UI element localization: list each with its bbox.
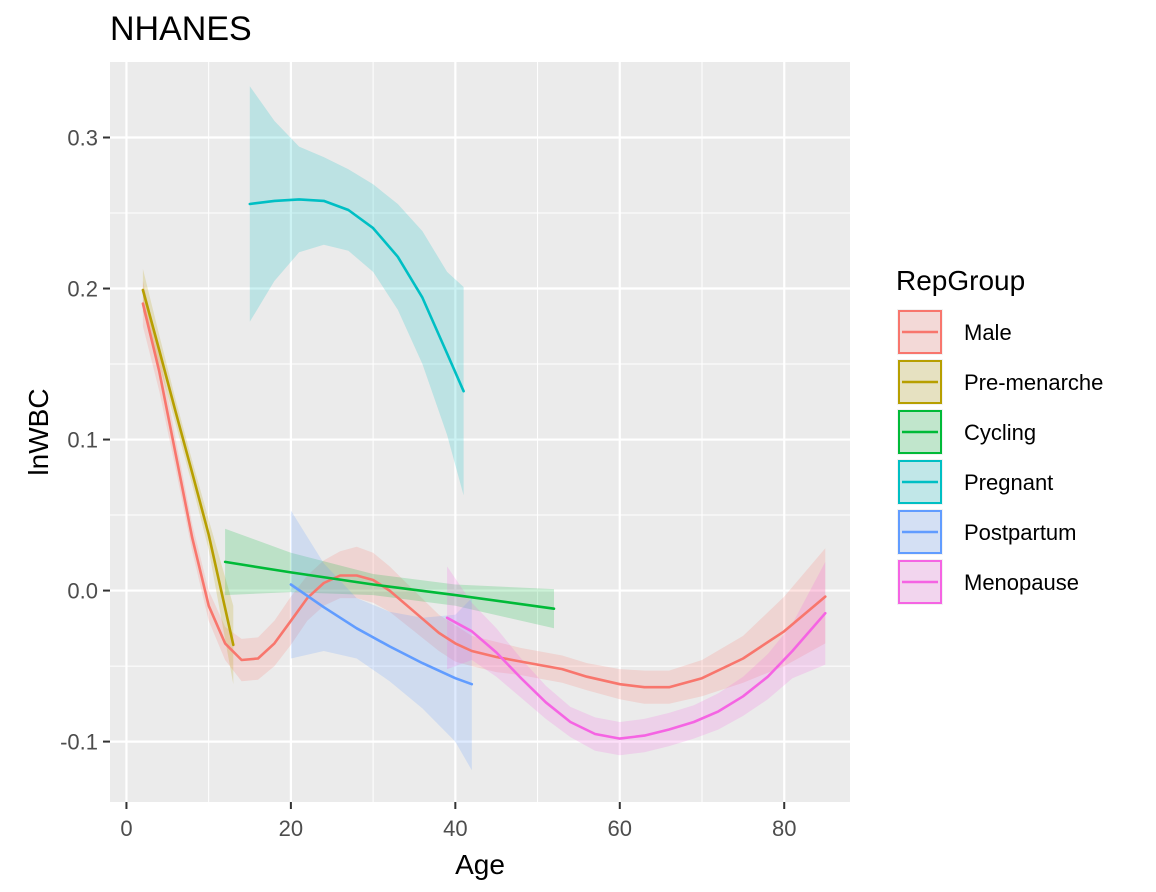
x-tick-label: 60 bbox=[608, 816, 632, 841]
y-tick-label: -0.1 bbox=[60, 730, 98, 755]
legend-title: RepGroup bbox=[896, 265, 1025, 296]
y-axis-title: lnWBC bbox=[23, 388, 54, 475]
x-tick-label: 80 bbox=[772, 816, 796, 841]
x-tick-label: 0 bbox=[120, 816, 132, 841]
y-tick-label: 0.2 bbox=[67, 277, 98, 302]
ribbon-menopause bbox=[447, 561, 826, 756]
x-tick-label: 40 bbox=[443, 816, 467, 841]
legend-label: Male bbox=[964, 320, 1012, 345]
ribbon-pregnant bbox=[249, 86, 464, 496]
axes: 0 20 40 60 80 -0.1 0.0 0.1 0.2 0.3 bbox=[60, 126, 796, 841]
legend: RepGroup Male Pre-menarche Cycling Pregnant… bbox=[896, 265, 1103, 605]
line-male bbox=[141, 302, 827, 689]
y-tick-label: 0.0 bbox=[67, 579, 98, 604]
legend-label: Pregnant bbox=[964, 470, 1053, 495]
legend-label: Cycling bbox=[964, 420, 1036, 445]
x-axis-title: Age bbox=[455, 849, 505, 880]
legend-label: Pre-menarche bbox=[964, 370, 1103, 395]
legend-label: Postpartum bbox=[964, 520, 1077, 545]
line-pregnant bbox=[248, 198, 465, 393]
line-pre-menarche bbox=[141, 288, 235, 647]
line-menopause bbox=[445, 611, 827, 740]
legend-label: Menopause bbox=[964, 570, 1079, 595]
series-lines bbox=[141, 198, 827, 740]
grid-minor bbox=[110, 62, 850, 802]
plot-panel bbox=[110, 62, 850, 802]
line-cycling bbox=[223, 560, 556, 611]
y-tick-label: 0.1 bbox=[67, 428, 98, 453]
y-tick-label: 0.3 bbox=[67, 126, 98, 151]
x-tick-label: 20 bbox=[279, 816, 303, 841]
chart-title: NHANES bbox=[110, 10, 252, 48]
ribbon-cycling bbox=[225, 528, 554, 629]
line-postpartum bbox=[289, 583, 474, 686]
ribbon-male bbox=[142, 281, 826, 704]
